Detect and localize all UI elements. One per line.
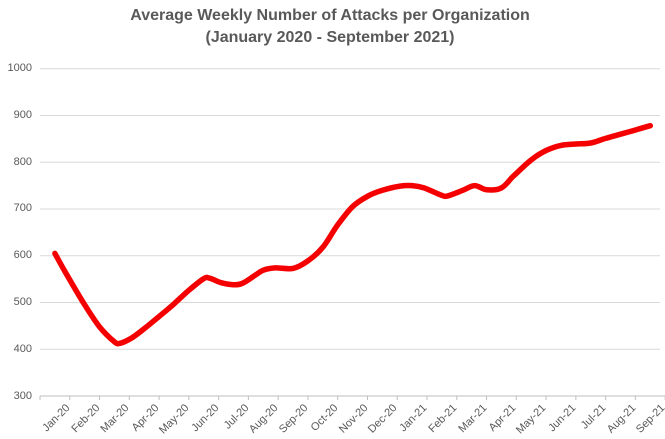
y-axis-tick-label: 800 — [13, 155, 32, 168]
gridlines — [40, 68, 660, 350]
y-axis-tick-label: 600 — [13, 249, 32, 262]
chart-title-block: Average Weekly Number of Attacks per Org… — [0, 5, 660, 49]
y-axis-tick-label: 1000 — [7, 62, 32, 75]
y-axis-tick-label: 900 — [13, 108, 32, 121]
chart-title: Average Weekly Number of Attacks per Org… — [130, 7, 530, 24]
y-axis-tick-label: 700 — [13, 202, 32, 215]
chart-subtitle: (January 2020 - September 2021) — [205, 29, 455, 46]
series-line-attacks — [52, 122, 654, 347]
y-axis-tick-label: 300 — [13, 389, 32, 402]
y-axis-tick-label: 500 — [13, 295, 32, 308]
y-axis-tick-label: 400 — [13, 342, 32, 355]
x-axis — [39, 395, 665, 400]
